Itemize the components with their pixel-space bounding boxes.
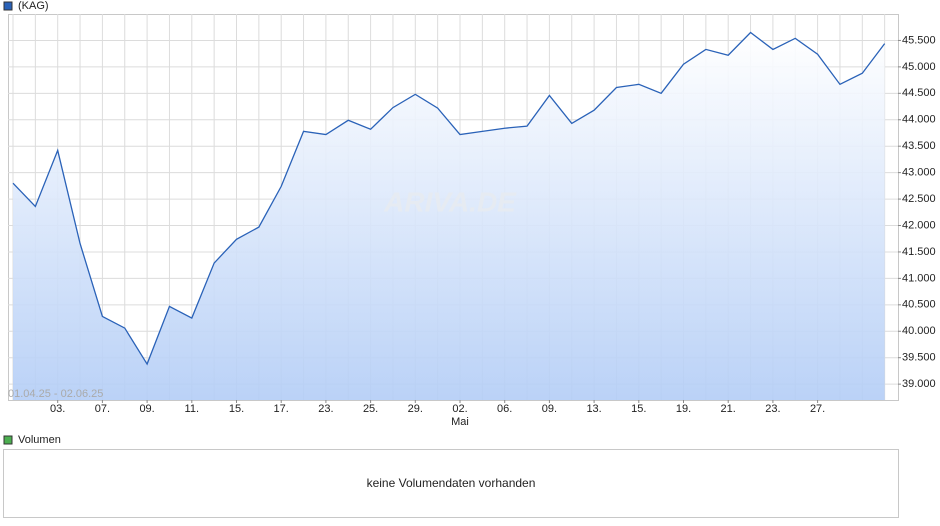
x-tick-label: 11. [185, 403, 199, 415]
y-tick-label: 43.000 [902, 167, 936, 179]
x-tick-label: 03. [50, 403, 65, 415]
x-tick-label: 19. [676, 403, 691, 415]
y-tick-label: 41.500 [902, 246, 936, 258]
legend-label: (KAG) [18, 0, 49, 12]
x-tick-label: 23. [765, 403, 780, 415]
x-tick-label: 09. [139, 403, 154, 415]
volume-panel [3, 449, 899, 518]
y-tick-label: 41.000 [902, 272, 936, 284]
x-tick-label: 17. [274, 403, 289, 415]
x-tick-label: 06. [497, 403, 512, 415]
area [13, 32, 885, 401]
x-tick-label: 29. [408, 403, 423, 415]
y-tick-label: 39.000 [902, 378, 936, 390]
y-tick-label: 42.500 [902, 193, 936, 205]
y-tick-label: 42.000 [902, 219, 936, 231]
x-tick-label: 13. [586, 403, 601, 415]
x-tick-label: 21. [721, 403, 736, 415]
watermark: ARIVA.DE [383, 186, 517, 217]
line [12, 31, 886, 366]
y-tick-label: 40.000 [902, 325, 936, 337]
x-tick-label: 25. [363, 403, 378, 415]
y-tick-label: 44.500 [902, 87, 936, 99]
x-tick-label: 23. [318, 403, 333, 415]
y-tick-label: 40.500 [902, 299, 936, 311]
x-tick-label: 27. [810, 403, 825, 415]
x-tick-label: 07. [95, 403, 110, 415]
y-tick-label: 43.500 [902, 140, 936, 152]
y-tick-label: 39.500 [902, 352, 936, 364]
x-tick-label: 15. [631, 403, 646, 415]
month-label: Mai [451, 416, 469, 428]
x-tick-label: 09. [542, 403, 557, 415]
x-tick-label: 02. [452, 403, 467, 415]
date-range: 01.04.25 - 02.06.25 [8, 388, 103, 400]
y-tick-label: 45.000 [902, 61, 936, 73]
x-tick-label: 15. [229, 403, 244, 415]
y-tick-label: 45.500 [902, 34, 936, 46]
legend-label: Volumen [18, 434, 61, 446]
volume-message: keine Volumendaten vorhanden [367, 476, 536, 490]
legend-swatch [3, 1, 13, 11]
legend-swatch [3, 435, 13, 445]
y-tick-label: 44.000 [902, 114, 936, 126]
